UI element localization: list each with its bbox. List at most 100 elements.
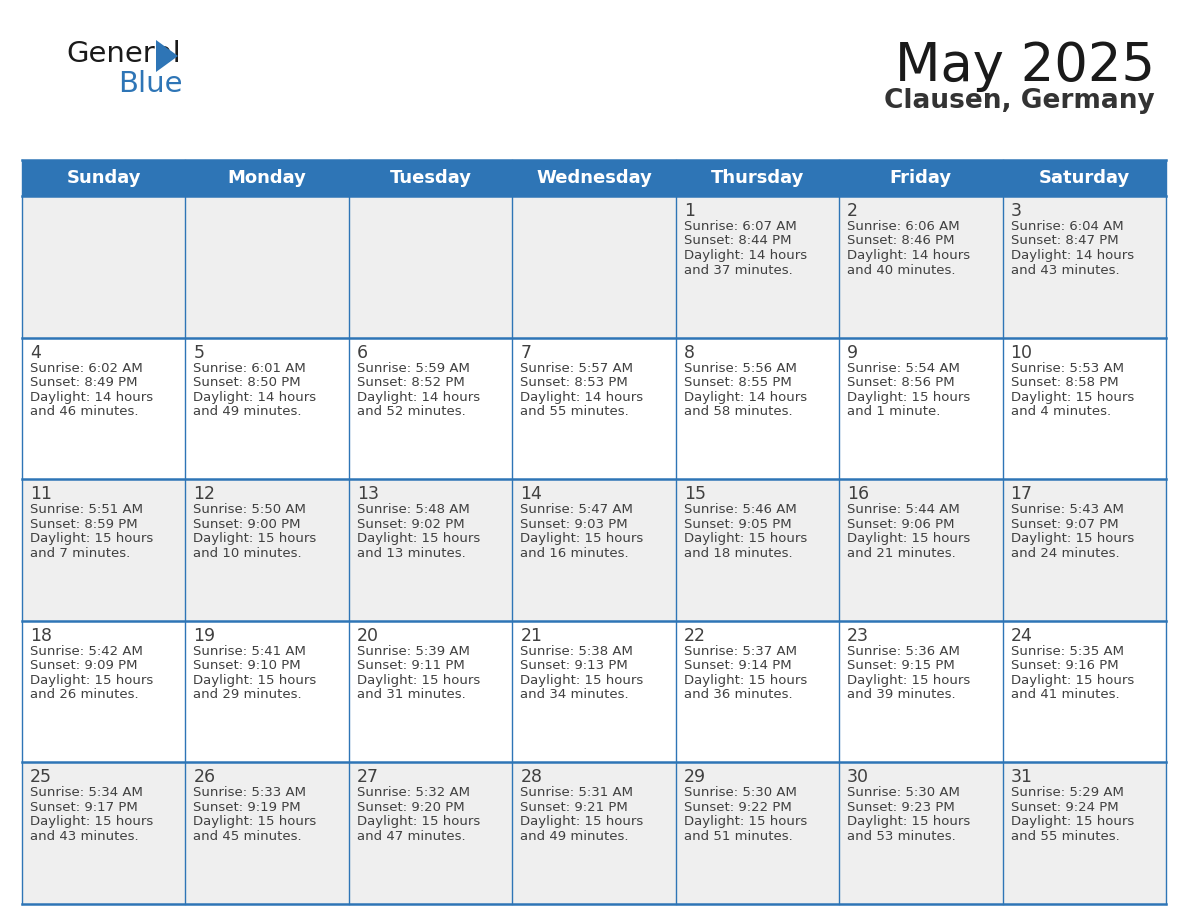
Bar — [23, 479, 1165, 621]
Text: 11: 11 — [30, 486, 52, 503]
Text: Sunrise: 5:43 AM: Sunrise: 5:43 AM — [1011, 503, 1124, 516]
Text: Sunset: 8:44 PM: Sunset: 8:44 PM — [684, 234, 791, 248]
Text: Daylight: 15 hours: Daylight: 15 hours — [1011, 390, 1133, 404]
Text: 13: 13 — [356, 486, 379, 503]
Text: Sunrise: 5:31 AM: Sunrise: 5:31 AM — [520, 787, 633, 800]
Text: Daylight: 15 hours: Daylight: 15 hours — [194, 674, 317, 687]
Text: Sunset: 9:03 PM: Sunset: 9:03 PM — [520, 518, 628, 531]
Text: Sunset: 9:23 PM: Sunset: 9:23 PM — [847, 800, 955, 814]
Text: Daylight: 15 hours: Daylight: 15 hours — [30, 815, 153, 828]
Text: 28: 28 — [520, 768, 542, 787]
Text: and 55 minutes.: and 55 minutes. — [520, 405, 628, 418]
Text: Sunrise: 5:41 AM: Sunrise: 5:41 AM — [194, 644, 307, 658]
Text: Sunrise: 5:46 AM: Sunrise: 5:46 AM — [684, 503, 796, 516]
Text: Sunset: 8:49 PM: Sunset: 8:49 PM — [30, 376, 138, 389]
Text: Sunrise: 5:56 AM: Sunrise: 5:56 AM — [684, 362, 797, 375]
Text: 4: 4 — [30, 343, 40, 362]
Text: and 21 minutes.: and 21 minutes. — [847, 547, 956, 560]
Bar — [23, 763, 1165, 904]
Text: and 18 minutes.: and 18 minutes. — [684, 547, 792, 560]
Text: Sunset: 8:56 PM: Sunset: 8:56 PM — [847, 376, 955, 389]
Text: Friday: Friday — [890, 169, 952, 187]
Text: 10: 10 — [1011, 343, 1032, 362]
Text: and 7 minutes.: and 7 minutes. — [30, 547, 131, 560]
Text: Sunset: 9:05 PM: Sunset: 9:05 PM — [684, 518, 791, 531]
Text: Sunrise: 6:02 AM: Sunrise: 6:02 AM — [30, 362, 143, 375]
Text: 19: 19 — [194, 627, 215, 644]
Text: Daylight: 15 hours: Daylight: 15 hours — [194, 815, 317, 828]
Text: Sunset: 9:09 PM: Sunset: 9:09 PM — [30, 659, 138, 672]
Polygon shape — [156, 40, 178, 72]
Text: Sunset: 9:22 PM: Sunset: 9:22 PM — [684, 800, 791, 814]
Text: Sunset: 8:58 PM: Sunset: 8:58 PM — [1011, 376, 1118, 389]
Text: Daylight: 14 hours: Daylight: 14 hours — [1011, 249, 1133, 262]
Text: Daylight: 15 hours: Daylight: 15 hours — [847, 532, 971, 545]
Text: and 53 minutes.: and 53 minutes. — [847, 830, 956, 843]
Text: Sunset: 9:00 PM: Sunset: 9:00 PM — [194, 518, 301, 531]
Text: 24: 24 — [1011, 627, 1032, 644]
Text: Sunrise: 5:47 AM: Sunrise: 5:47 AM — [520, 503, 633, 516]
Bar — [23, 196, 1165, 338]
Text: and 49 minutes.: and 49 minutes. — [520, 830, 628, 843]
Text: General: General — [67, 40, 181, 68]
Text: Daylight: 14 hours: Daylight: 14 hours — [194, 390, 316, 404]
Text: Sunrise: 5:30 AM: Sunrise: 5:30 AM — [847, 787, 960, 800]
Text: Sunset: 9:10 PM: Sunset: 9:10 PM — [194, 659, 301, 672]
Text: Sunset: 9:07 PM: Sunset: 9:07 PM — [1011, 518, 1118, 531]
Bar — [23, 160, 1165, 196]
Text: and 16 minutes.: and 16 minutes. — [520, 547, 628, 560]
Bar — [23, 338, 1165, 479]
Text: 3: 3 — [1011, 202, 1022, 220]
Text: Daylight: 15 hours: Daylight: 15 hours — [520, 674, 644, 687]
Text: Sunset: 9:17 PM: Sunset: 9:17 PM — [30, 800, 138, 814]
Text: Sunset: 8:55 PM: Sunset: 8:55 PM — [684, 376, 791, 389]
Text: Sunrise: 5:53 AM: Sunrise: 5:53 AM — [1011, 362, 1124, 375]
Text: Daylight: 15 hours: Daylight: 15 hours — [1011, 815, 1133, 828]
Text: Daylight: 15 hours: Daylight: 15 hours — [684, 815, 807, 828]
Text: 23: 23 — [847, 627, 870, 644]
Text: 15: 15 — [684, 486, 706, 503]
Text: Sunrise: 5:35 AM: Sunrise: 5:35 AM — [1011, 644, 1124, 658]
Text: and 51 minutes.: and 51 minutes. — [684, 830, 792, 843]
Text: 22: 22 — [684, 627, 706, 644]
Text: Daylight: 15 hours: Daylight: 15 hours — [847, 674, 971, 687]
Text: Daylight: 14 hours: Daylight: 14 hours — [356, 390, 480, 404]
Text: 20: 20 — [356, 627, 379, 644]
Text: 7: 7 — [520, 343, 531, 362]
Text: Daylight: 15 hours: Daylight: 15 hours — [1011, 532, 1133, 545]
Text: and 40 minutes.: and 40 minutes. — [847, 263, 955, 276]
Text: Sunrise: 5:38 AM: Sunrise: 5:38 AM — [520, 644, 633, 658]
Text: 25: 25 — [30, 768, 52, 787]
Bar — [23, 621, 1165, 763]
Text: Sunrise: 5:37 AM: Sunrise: 5:37 AM — [684, 644, 797, 658]
Text: Sunset: 8:53 PM: Sunset: 8:53 PM — [520, 376, 628, 389]
Text: Daylight: 14 hours: Daylight: 14 hours — [684, 249, 807, 262]
Text: and 43 minutes.: and 43 minutes. — [1011, 263, 1119, 276]
Text: 2: 2 — [847, 202, 858, 220]
Text: Sunset: 9:11 PM: Sunset: 9:11 PM — [356, 659, 465, 672]
Text: Sunset: 9:13 PM: Sunset: 9:13 PM — [520, 659, 628, 672]
Text: 16: 16 — [847, 486, 870, 503]
Text: Daylight: 15 hours: Daylight: 15 hours — [1011, 674, 1133, 687]
Text: Daylight: 14 hours: Daylight: 14 hours — [30, 390, 153, 404]
Text: and 49 minutes.: and 49 minutes. — [194, 405, 302, 418]
Text: Sunrise: 5:29 AM: Sunrise: 5:29 AM — [1011, 787, 1124, 800]
Text: 9: 9 — [847, 343, 858, 362]
Text: Sunrise: 5:33 AM: Sunrise: 5:33 AM — [194, 787, 307, 800]
Text: Sunset: 9:24 PM: Sunset: 9:24 PM — [1011, 800, 1118, 814]
Text: Sunrise: 5:32 AM: Sunrise: 5:32 AM — [356, 787, 470, 800]
Text: Sunrise: 5:59 AM: Sunrise: 5:59 AM — [356, 362, 469, 375]
Text: and 26 minutes.: and 26 minutes. — [30, 688, 139, 701]
Text: 5: 5 — [194, 343, 204, 362]
Text: and 10 minutes.: and 10 minutes. — [194, 547, 302, 560]
Text: Sunset: 9:19 PM: Sunset: 9:19 PM — [194, 800, 301, 814]
Text: Daylight: 15 hours: Daylight: 15 hours — [684, 674, 807, 687]
Text: Daylight: 15 hours: Daylight: 15 hours — [847, 815, 971, 828]
Text: and 13 minutes.: and 13 minutes. — [356, 547, 466, 560]
Text: Sunset: 9:02 PM: Sunset: 9:02 PM — [356, 518, 465, 531]
Text: Daylight: 15 hours: Daylight: 15 hours — [356, 532, 480, 545]
Text: Saturday: Saturday — [1038, 169, 1130, 187]
Text: Blue: Blue — [118, 70, 183, 98]
Text: 12: 12 — [194, 486, 215, 503]
Text: 30: 30 — [847, 768, 870, 787]
